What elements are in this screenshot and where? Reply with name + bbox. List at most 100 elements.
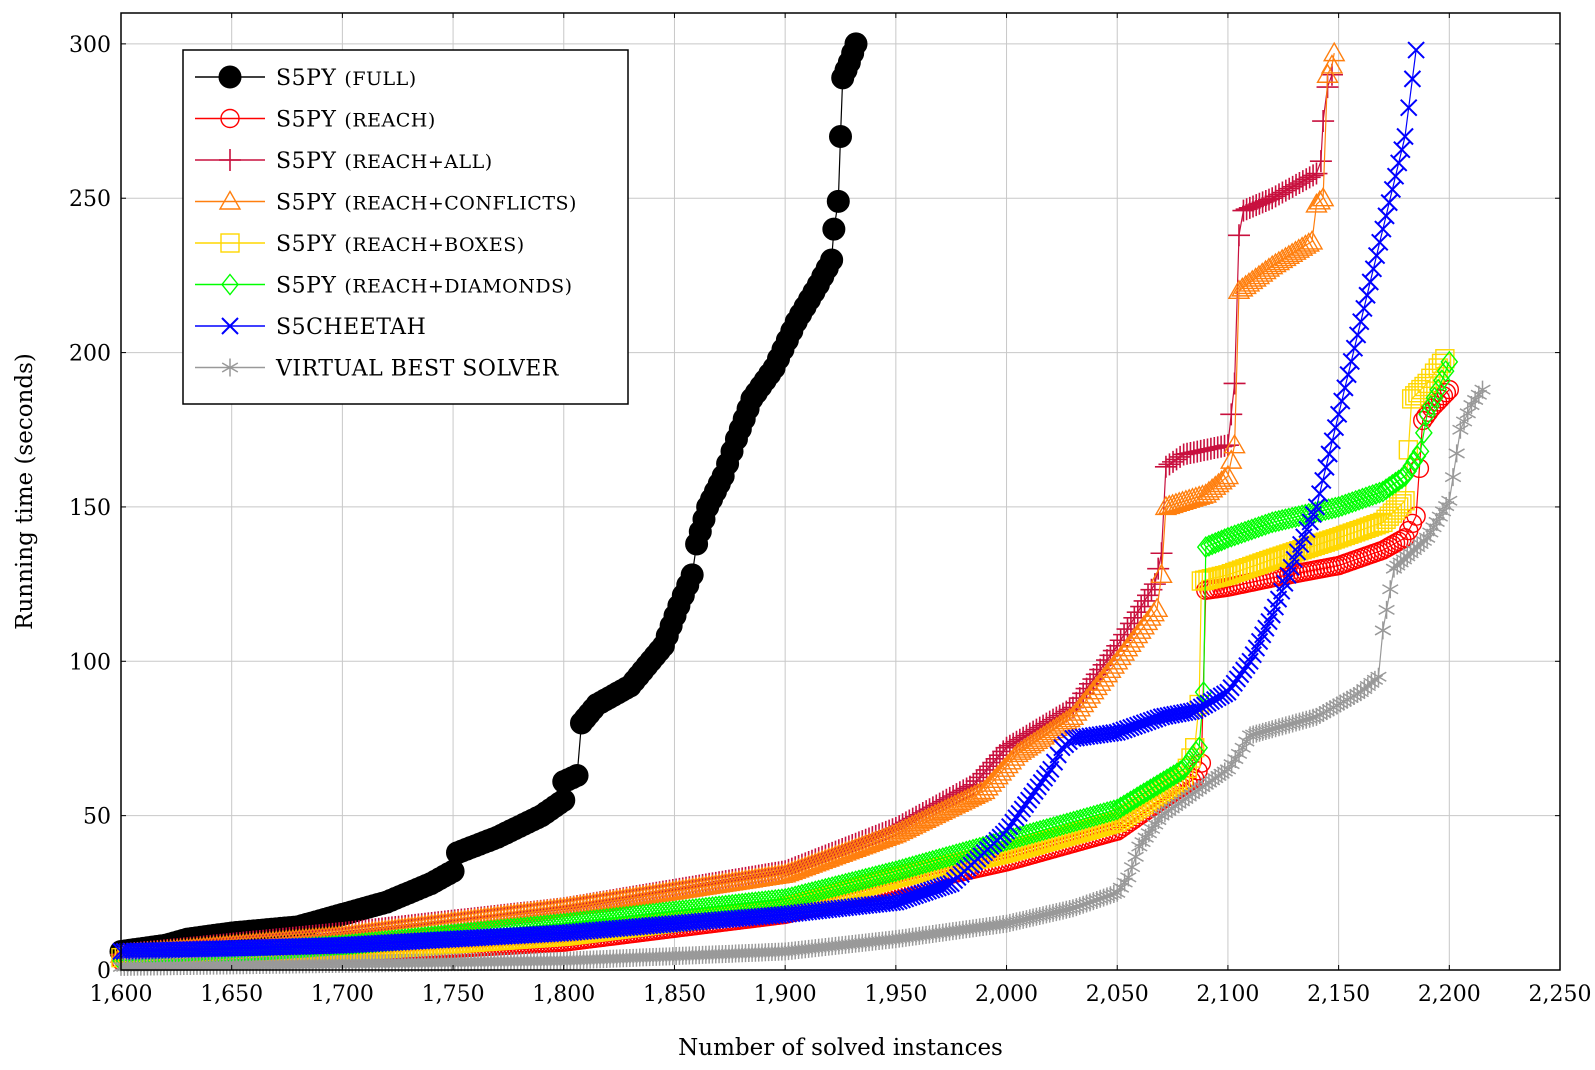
series-line (121, 389, 1483, 968)
legend-marker (220, 108, 240, 129)
legend-label: S5PY (REACH) (276, 108, 436, 133)
data-point (1335, 525, 1356, 546)
data-point (916, 883, 934, 901)
data-point (780, 942, 797, 961)
data-point (1139, 712, 1157, 731)
data-point (1133, 589, 1156, 612)
data-point (979, 772, 1003, 792)
data-point (1385, 559, 1403, 578)
legend-label-main: S5PY (276, 232, 336, 257)
data-point (890, 892, 908, 910)
data-point (1232, 199, 1255, 222)
data-point (1249, 515, 1268, 539)
data-point (1161, 493, 1184, 514)
data-point (565, 764, 589, 788)
data-point (1305, 192, 1328, 213)
legend: S5PY (FULL)S5PY (REACH)S5PY (REACH+ALL)S5PY… (182, 49, 629, 405)
data-point (1312, 533, 1332, 553)
data-point (1374, 220, 1392, 238)
data-point (827, 936, 844, 955)
legend-item: S5PY (REACH+CONFLICTS) (195, 190, 576, 216)
data-point (1210, 469, 1233, 490)
data-point (1374, 621, 1392, 640)
data-point (983, 768, 1006, 789)
data-point (1118, 720, 1137, 738)
data-point (1269, 547, 1289, 567)
data-point (1230, 744, 1248, 763)
data-point (803, 939, 821, 958)
data-point (1352, 313, 1370, 331)
data-point (1254, 189, 1277, 212)
data-point (1187, 485, 1211, 505)
data-point (1248, 192, 1271, 215)
data-point (1225, 562, 1245, 583)
data-point (1323, 432, 1341, 450)
data-point (1297, 232, 1320, 252)
legend-marker (219, 149, 241, 171)
data-point (1320, 54, 1344, 74)
data-point (833, 936, 851, 955)
data-point (971, 918, 988, 937)
data-point (1352, 683, 1369, 702)
data-point (1356, 518, 1376, 539)
data-point (1302, 164, 1325, 187)
data-point (951, 921, 968, 940)
data-point (1356, 486, 1375, 509)
data-point (924, 924, 941, 943)
data-point (1213, 467, 1236, 487)
data-point (822, 217, 846, 241)
data-point (1361, 273, 1379, 291)
data-point (931, 924, 948, 943)
data-point (1395, 491, 1415, 511)
data-point (896, 890, 915, 908)
data-point (1400, 98, 1418, 117)
data-point (1377, 478, 1395, 501)
data-point (1207, 472, 1230, 493)
data-point (1137, 584, 1160, 607)
data-point (538, 914, 557, 937)
data-point (1191, 571, 1212, 591)
data-point (1389, 469, 1408, 492)
data-point (1242, 195, 1265, 218)
data-point (1312, 110, 1335, 133)
data-point (1149, 709, 1167, 727)
data-point (1158, 768, 1176, 791)
x-tick-label: 2,250 (1529, 982, 1592, 1007)
data-point (1408, 445, 1427, 468)
data-point (1318, 531, 1339, 551)
data-point (783, 941, 801, 960)
y-tick-label: 150 (69, 496, 111, 521)
data-point (1227, 279, 1251, 300)
y-tick-label: 50 (83, 805, 111, 830)
data-point (1326, 418, 1345, 437)
series-virtual-best-solver (112, 380, 1491, 976)
legend-marker (220, 233, 240, 253)
data-point (1223, 372, 1246, 395)
data-point (981, 917, 998, 936)
data-point (1369, 513, 1390, 534)
data-point (1356, 680, 1373, 699)
data-point (1174, 758, 1193, 781)
data-point (1138, 780, 1157, 803)
data-point (1212, 529, 1231, 552)
data-point (887, 930, 905, 949)
x-tick-label: 1,950 (864, 982, 927, 1007)
data-point (1396, 464, 1414, 488)
data-point (1378, 600, 1395, 619)
legend-label: S5PY (REACH+DIAMONDS) (276, 274, 573, 299)
data-point (1222, 525, 1241, 548)
x-tick-label: 1,900 (754, 982, 817, 1007)
data-point (1245, 555, 1265, 576)
legend-label-sub: (REACH+DIAMONDS) (344, 276, 572, 298)
data-point (1171, 760, 1190, 783)
x-tick-label: 2,150 (1307, 982, 1370, 1007)
data-point (991, 915, 1009, 934)
data-point (1098, 801, 1117, 824)
data-point (1239, 519, 1258, 542)
data-point (1164, 492, 1188, 513)
data-point (1244, 267, 1267, 287)
data-point (1422, 523, 1439, 542)
data-point (1307, 498, 1326, 516)
data-point (1315, 532, 1336, 552)
data-point (919, 882, 938, 900)
